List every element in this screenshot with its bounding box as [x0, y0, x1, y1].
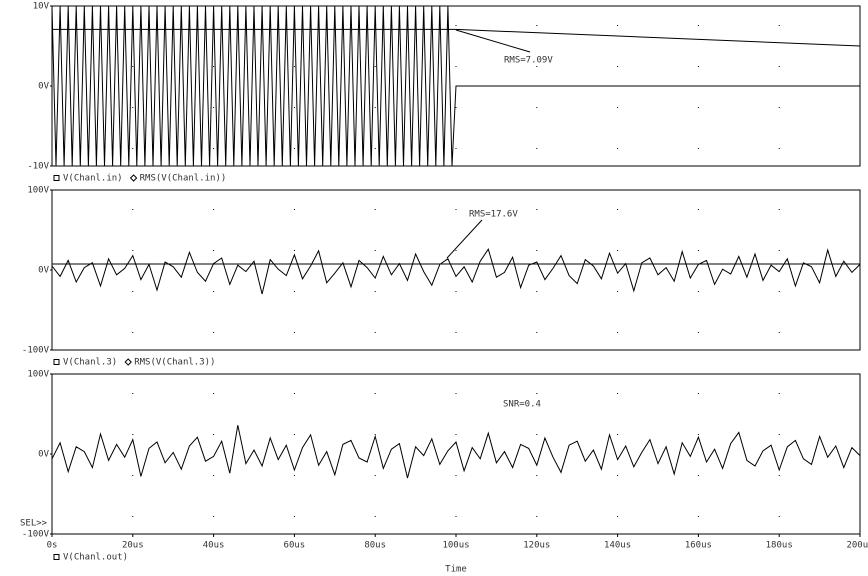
y-tick-label: 0V — [38, 450, 49, 460]
y-tick-label: 100V — [27, 370, 49, 380]
x-tick-label: 40us — [203, 541, 225, 551]
x-tick-label: 0s — [47, 541, 58, 551]
legend-label: V(Chanl.3) — [63, 358, 117, 368]
y-tick-label: 0V — [38, 82, 49, 92]
plot-frame — [51, 373, 861, 535]
legend-label: RMS(V(Chanl.3)) — [134, 358, 215, 368]
x-tick-label: 60us — [284, 541, 306, 551]
legend-marker — [53, 359, 60, 365]
x-tick-label: 160us — [685, 541, 712, 551]
annotation-leader — [446, 219, 483, 259]
x-tick-label: 20us — [122, 541, 144, 551]
legend-marker — [124, 358, 132, 366]
plot-frame — [51, 189, 861, 351]
x-axis-label: Time — [445, 565, 467, 575]
y-tick-label: 100V — [27, 186, 49, 196]
annotation-leader — [455, 29, 531, 53]
y-tick-label: 10V — [33, 2, 50, 12]
series-line — [51, 248, 861, 295]
legend-marker — [53, 554, 60, 560]
y-tick-label: -10V — [27, 162, 49, 172]
legend-marker — [53, 175, 60, 181]
legend-label: V(Chanl.out) — [63, 553, 128, 563]
legend-marker — [129, 174, 138, 182]
series-line — [51, 425, 861, 479]
x-tick-label: 100us — [442, 541, 469, 551]
series-line — [52, 28, 861, 47]
annotation: RMS=17.6V — [469, 210, 518, 220]
legend-label: V(Chanl.in) — [63, 174, 123, 184]
series-line — [51, 5, 860, 167]
x-tick-label: 200us — [846, 541, 868, 551]
cursor-label: SEL>> — [20, 519, 48, 529]
x-tick-label: 180us — [766, 541, 793, 551]
y-tick-label: -100V — [22, 346, 50, 356]
x-tick-label: 140us — [604, 541, 631, 551]
y-tick-label: -100V — [22, 530, 50, 540]
annotation: RMS=7.09V — [504, 56, 553, 66]
annotation: SNR=0.4 — [503, 400, 541, 410]
x-tick-label: 120us — [523, 541, 550, 551]
legend-label: RMS(V(Chanl.in)) — [140, 174, 227, 184]
x-tick-label: 80us — [364, 541, 386, 551]
y-tick-label: 0V — [38, 266, 49, 276]
